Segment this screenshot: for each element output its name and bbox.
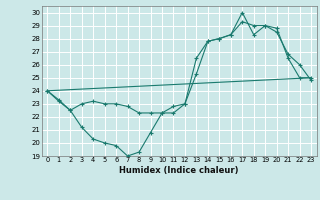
X-axis label: Humidex (Indice chaleur): Humidex (Indice chaleur) xyxy=(119,166,239,175)
